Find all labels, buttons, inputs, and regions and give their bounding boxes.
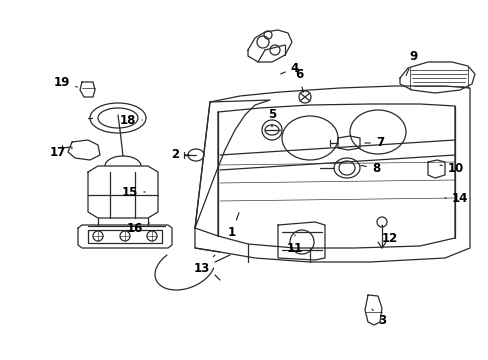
Text: 17: 17 (50, 145, 72, 158)
Text: 10: 10 (439, 162, 463, 175)
Text: 13: 13 (193, 255, 215, 274)
Text: 5: 5 (267, 108, 276, 127)
Text: 8: 8 (360, 162, 379, 175)
Text: 14: 14 (444, 192, 467, 204)
Text: 16: 16 (126, 221, 149, 234)
Text: 15: 15 (122, 185, 145, 198)
Text: 18: 18 (120, 113, 142, 126)
Text: 12: 12 (381, 225, 397, 244)
Text: 2: 2 (171, 148, 189, 162)
Text: 7: 7 (364, 136, 383, 149)
Text: 1: 1 (227, 213, 239, 238)
Text: 4: 4 (280, 62, 299, 75)
Text: 6: 6 (294, 68, 303, 92)
Text: 11: 11 (286, 235, 303, 255)
Text: 3: 3 (371, 309, 385, 327)
Text: 19: 19 (54, 76, 77, 89)
Text: 9: 9 (405, 50, 417, 76)
